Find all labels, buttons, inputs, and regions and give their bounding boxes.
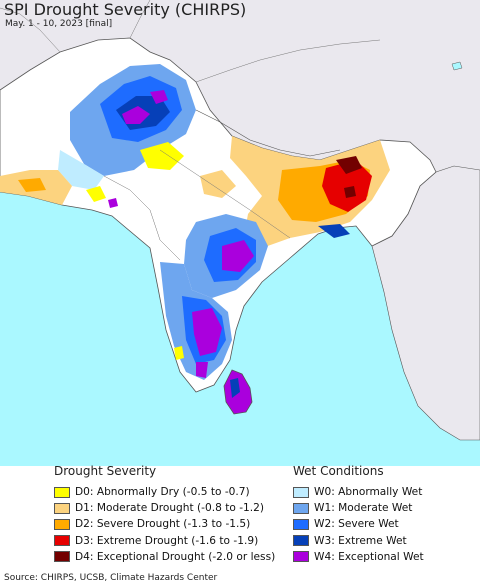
drought-legend: D0: Abnormally Dry (-0.5 to -0.7) D1: Mo… xyxy=(54,484,275,565)
nw-wet-w4b xyxy=(150,90,168,104)
map-panel: SPI Drought Severity (CHIRPS) May. 1 - 1… xyxy=(0,0,480,466)
d0-swatch xyxy=(54,486,70,498)
legend-item-w3: W3: Extreme Wet xyxy=(293,533,424,549)
internal-border-5 xyxy=(129,0,151,39)
source-credit: Source: CHIRPS, UCSB, Climate Hazards Ce… xyxy=(4,573,218,583)
legend-item-w1: W1: Moderate Wet xyxy=(293,500,424,516)
kerala-d0 xyxy=(174,346,184,360)
w0-swatch xyxy=(293,486,309,498)
south-wet-w4 xyxy=(192,308,222,356)
wet-legend-title: Wet Conditions xyxy=(293,464,384,478)
gujarat-d0 xyxy=(86,186,106,202)
w3-swatch xyxy=(293,535,309,547)
map-subtitle: May. 1 - 10, 2023 [final] xyxy=(5,19,113,29)
legend-label: W4: Exceptional Wet xyxy=(314,550,424,563)
legend-label: D1: Moderate Drought (-0.8 to -1.2) xyxy=(75,502,264,515)
wet-legend: W0: Abnormally Wet W1: Moderate Wet W2: … xyxy=(293,484,424,565)
lake-marker xyxy=(451,61,463,71)
d1-swatch xyxy=(54,502,70,514)
legend-item-d1: D1: Moderate Drought (-0.8 to -1.2) xyxy=(54,500,275,516)
legend-item-w4: W4: Exceptional Wet xyxy=(293,549,424,565)
central-d0 xyxy=(140,142,184,170)
south-wet-w4b xyxy=(196,362,208,378)
map-title: SPI Drought Severity (CHIRPS) xyxy=(4,0,247,19)
ocean xyxy=(0,192,480,466)
legend-label: W2: Severe Wet xyxy=(314,518,399,531)
nw-wet-w0 xyxy=(58,150,104,190)
ne-drought-d3 xyxy=(322,160,372,212)
ne-drought-d4 xyxy=(336,156,362,174)
legend-label: D0: Abnormally Dry (-0.5 to -0.7) xyxy=(75,486,250,499)
gujarat-w4 xyxy=(108,198,118,208)
w4-swatch xyxy=(293,551,309,563)
legend-label: W3: Extreme Wet xyxy=(314,534,407,547)
legend-item-w2: W2: Severe Wet xyxy=(293,516,424,532)
internal-border-4 xyxy=(0,7,61,53)
w1-swatch xyxy=(293,502,309,514)
central-d1 xyxy=(200,170,236,198)
legend-item-d0: D0: Abnormally Dry (-0.5 to -0.7) xyxy=(54,484,275,500)
internal-border-2 xyxy=(159,149,291,239)
legend-item-d2: D2: Severe Drought (-1.3 to -1.5) xyxy=(54,516,275,532)
nw-wet-w4 xyxy=(122,106,150,124)
legend-label: W1: Moderate Wet xyxy=(314,502,413,515)
legend-label: D2: Severe Drought (-1.3 to -1.5) xyxy=(75,518,251,531)
d4-swatch xyxy=(54,551,70,563)
legend: Drought Severity Wet Conditions D0: Abno… xyxy=(0,464,480,572)
d3-swatch xyxy=(54,535,70,547)
legend-item-d3: D3: Extreme Drought (-1.6 to -1.9) xyxy=(54,533,275,549)
internal-border-1 xyxy=(103,175,181,261)
drought-legend-title: Drought Severity xyxy=(54,464,157,478)
himalaya-border xyxy=(195,109,341,157)
internal-border-3 xyxy=(195,39,381,83)
legend-label: D4: Exceptional Drought (-2.0 or less) xyxy=(75,550,276,563)
legend-item-w0: W0: Abnormally Wet xyxy=(293,484,424,500)
ce-wet-w4 xyxy=(222,240,254,272)
ne-drought-d4b xyxy=(344,186,356,198)
d2-swatch xyxy=(54,518,70,530)
map-canvas xyxy=(0,0,480,466)
sri-lanka-w3 xyxy=(230,378,240,398)
legend-item-d4: D4: Exceptional Drought (-2.0 or less) xyxy=(54,549,275,565)
w2-swatch xyxy=(293,518,309,530)
ne-wet-w3 xyxy=(318,224,350,238)
w-drought-d2 xyxy=(18,178,46,192)
legend-label: D3: Extreme Drought (-1.6 to -1.9) xyxy=(75,534,259,547)
legend-label: W0: Abnormally Wet xyxy=(314,486,423,499)
